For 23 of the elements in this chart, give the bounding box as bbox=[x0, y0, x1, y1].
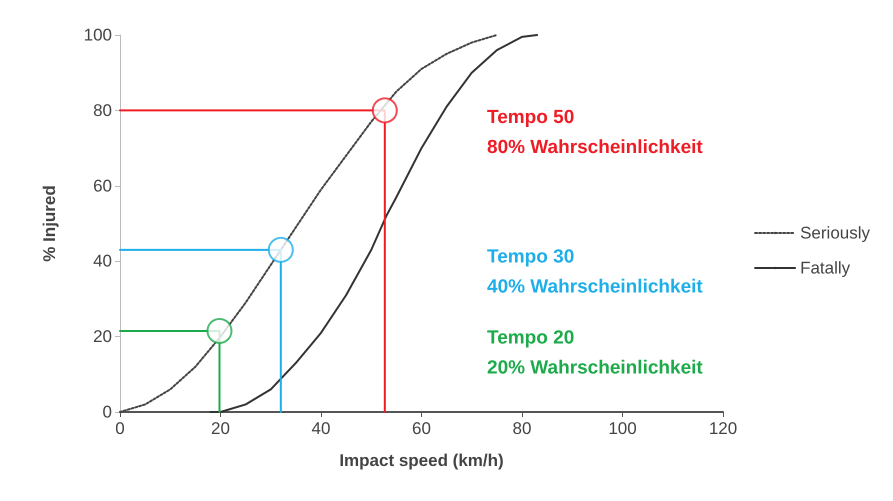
x-tick-label: 40 bbox=[312, 419, 330, 438]
point bbox=[268, 236, 294, 263]
y-tick-label: 100 bbox=[84, 26, 112, 44]
x-tick-label: 20 bbox=[211, 419, 230, 438]
y-tick-label: 20 bbox=[93, 327, 112, 346]
x-tick-label: 0 bbox=[115, 419, 125, 438]
point bbox=[372, 97, 398, 124]
x-tick-label: 60 bbox=[412, 419, 431, 438]
y-tick-label: 0 bbox=[102, 402, 112, 422]
x-tick-label: 120 bbox=[708, 419, 738, 438]
y-tick-label: 80 bbox=[93, 100, 112, 120]
legend-label: Seriously bbox=[800, 224, 870, 242]
legend-label: Fatally bbox=[800, 258, 851, 278]
y-tick-label: 40 bbox=[93, 252, 112, 271]
annotation: Tempo 30 40% Wahrscheinlichkeit bbox=[487, 246, 704, 298]
annotation: Tempo 50 80% Wahrscheinlichkeit bbox=[487, 106, 704, 158]
annotation: Tempo 20 20% Wahrscheinlichkeit bbox=[487, 327, 704, 378]
x-tick-label: 100 bbox=[608, 419, 637, 438]
x-tick-label: 80 bbox=[512, 419, 532, 438]
y-axis-title: % Injured bbox=[40, 185, 59, 262]
y-tick-label: 60 bbox=[93, 176, 112, 196]
x-axis-title: Impact speed (km/h) bbox=[339, 451, 504, 470]
point bbox=[206, 318, 232, 344]
